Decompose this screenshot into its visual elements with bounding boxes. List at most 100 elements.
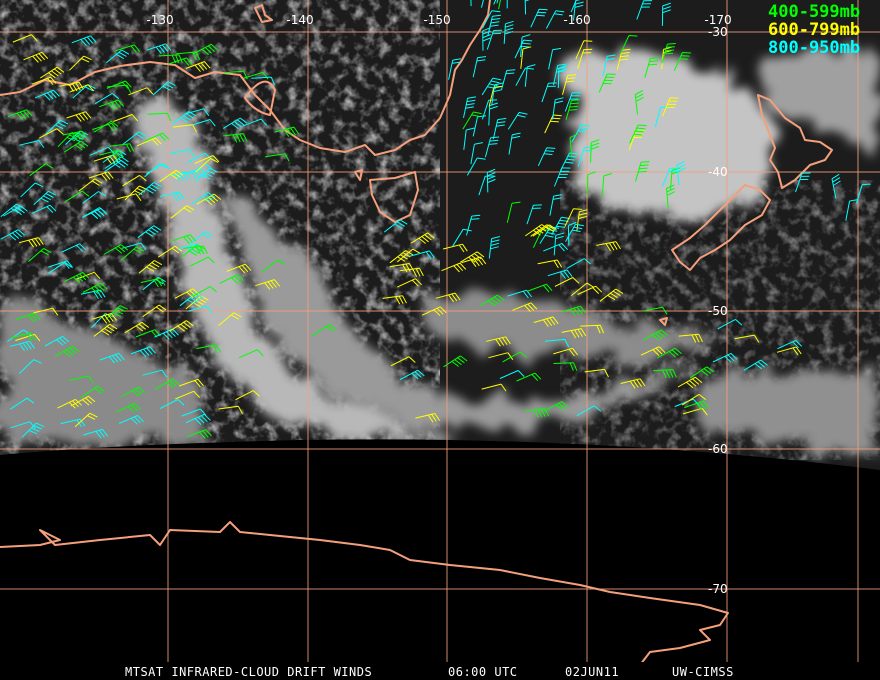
wind-barb — [557, 64, 568, 89]
wind-barb — [74, 412, 98, 428]
wind-barb — [734, 334, 760, 343]
wind-barb — [564, 208, 582, 227]
wind-barb — [144, 132, 169, 142]
wind-barb — [33, 307, 59, 316]
wind-barb — [88, 171, 114, 181]
wind-barb — [463, 96, 477, 118]
wind-barb — [71, 35, 97, 47]
wind-barb — [599, 288, 624, 302]
wind-barb — [514, 39, 533, 59]
wind-barb — [743, 359, 768, 371]
wind-barb — [382, 295, 407, 305]
wind-barb — [57, 132, 80, 148]
wind-barb — [855, 183, 871, 204]
wind-barb — [159, 169, 184, 183]
wind-barb — [484, 136, 500, 158]
wind-barb — [147, 112, 172, 122]
wind-barb — [185, 61, 211, 72]
wind-barb — [0, 203, 24, 217]
wind-barb — [486, 336, 511, 347]
wind-barb — [66, 111, 92, 122]
wind-barb — [383, 219, 408, 233]
wind-barb — [176, 51, 201, 61]
wind-barb — [652, 369, 677, 379]
wind-barb — [218, 405, 243, 414]
wind-barb — [554, 277, 580, 287]
wind-barb — [553, 362, 578, 371]
wind-barb — [190, 256, 215, 267]
wind-barb — [191, 192, 216, 205]
wind-barb — [185, 413, 211, 425]
wind-barb — [561, 305, 586, 317]
wind-barb — [661, 43, 676, 64]
wind-barb — [526, 204, 542, 225]
wind-barb — [47, 261, 72, 274]
wind-barb — [508, 132, 521, 155]
wind-barb — [487, 14, 501, 36]
wind-barb — [178, 378, 204, 388]
wind-barb — [78, 178, 103, 192]
wind-barb — [45, 119, 69, 135]
wind-barb — [105, 49, 130, 64]
wind-barb — [118, 415, 144, 425]
wind-barb — [10, 397, 35, 410]
wind-barb — [520, 34, 531, 58]
wind-barb — [551, 216, 570, 236]
wind-barb — [463, 127, 475, 150]
wind-barb — [481, 10, 501, 29]
wind-barb — [547, 269, 573, 280]
wind-barb — [12, 34, 38, 43]
longitude-label: -130 — [146, 13, 173, 27]
wind-barb — [103, 244, 129, 255]
wind-barb — [527, 283, 553, 293]
wind-barb — [482, 27, 491, 51]
wind-barb — [539, 226, 560, 244]
wind-barb — [15, 312, 41, 323]
wind-barb — [140, 277, 166, 288]
wind-barb — [466, 157, 486, 176]
wind-barb — [602, 54, 616, 76]
wind-barb — [0, 229, 26, 241]
wind-barb — [69, 55, 92, 71]
wind-barb — [64, 271, 90, 284]
wind-barb — [478, 175, 494, 196]
wind-barb — [567, 221, 577, 246]
wind-barb — [616, 48, 631, 70]
wind-barb — [34, 89, 60, 101]
footer-band — [0, 662, 880, 680]
wind-barb — [577, 48, 593, 69]
wind-barb — [218, 312, 242, 326]
wind-barb — [274, 126, 300, 137]
wind-barb — [776, 346, 802, 356]
wind-barb — [54, 345, 80, 358]
wind-barb — [524, 64, 536, 87]
wind-barb — [93, 154, 119, 165]
wind-barb — [677, 376, 703, 389]
longitude-label: -170 — [704, 13, 731, 27]
wind-barb — [410, 250, 435, 260]
wind-barb — [10, 332, 36, 342]
wind-barb — [390, 356, 416, 367]
wind-barb — [530, 8, 548, 28]
footer-product: MTSAT INFRARED-CLOUD DRIFT WINDS — [125, 665, 372, 679]
wind-barb — [466, 214, 481, 236]
wind-barb — [537, 147, 556, 167]
wind-barb — [33, 190, 57, 206]
wind-barb — [545, 10, 565, 29]
legend-entry: 400-599mb — [768, 2, 860, 22]
wind-barb — [172, 124, 198, 133]
wind-barb — [506, 201, 521, 223]
wind-barb — [170, 205, 195, 219]
wind-barb — [544, 401, 569, 412]
wind-barb — [452, 228, 472, 247]
wind-barb — [48, 260, 73, 269]
wind-barb — [99, 149, 124, 160]
wind-barb — [397, 248, 421, 263]
wind-barb — [40, 66, 65, 79]
wind-barb — [488, 352, 514, 360]
longitude-label: -140 — [286, 13, 313, 27]
earth-disk — [0, 0, 880, 470]
wind-barb — [537, 259, 563, 269]
wind-barb — [80, 385, 105, 398]
wind-barb — [481, 383, 507, 392]
